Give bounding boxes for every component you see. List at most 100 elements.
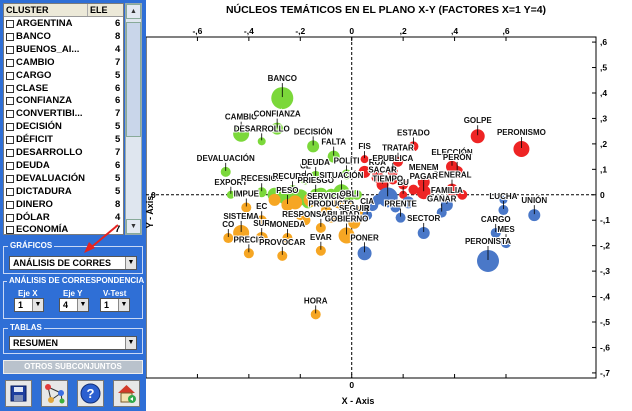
cluster-checkbox[interactable] <box>6 32 14 41</box>
cluster-row[interactable]: CONVERTIBI... 7 <box>4 108 123 120</box>
data-point <box>398 179 409 190</box>
help-button[interactable]: ? <box>77 380 104 407</box>
cluster-row[interactable]: DEUDA 6 <box>4 160 123 172</box>
cluster-name: DECISIÓN <box>16 121 62 133</box>
chevron-down-icon[interactable]: ▼ <box>77 299 88 311</box>
y-tick-label: -,1 <box>600 215 610 225</box>
cluster-checkbox[interactable] <box>6 200 14 209</box>
data-point-label: SITUACIÓN <box>319 171 363 180</box>
cluster-row[interactable]: ARGENTINA 6 <box>4 18 123 30</box>
cluster-checkbox[interactable] <box>6 161 14 170</box>
cluster-row[interactable]: DÓLAR 4 <box>4 212 123 224</box>
data-point <box>393 156 403 167</box>
eje-x-select[interactable]: 1 ▼ <box>14 298 44 312</box>
data-point <box>357 246 372 261</box>
cluster-checkbox[interactable] <box>6 71 14 80</box>
cluster-checkbox[interactable] <box>6 45 14 54</box>
data-point-label: LUCHA <box>489 192 517 201</box>
data-point-label: TRATAR <box>382 144 414 153</box>
cluster-row[interactable]: DICTADURA 5 <box>4 186 123 198</box>
vtest-select[interactable]: 1 ▼ <box>100 298 130 312</box>
cluster-row[interactable]: DÉFICIT 5 <box>4 134 123 146</box>
data-point <box>303 192 318 207</box>
network-button[interactable] <box>41 380 68 407</box>
cluster-count: 7 <box>115 147 121 158</box>
cluster-row[interactable]: DEVALUACIÓN 5 <box>4 173 123 185</box>
cluster-name: DEVALUACIÓN <box>16 172 85 184</box>
cluster-checkbox[interactable] <box>6 149 14 157</box>
cluster-list[interactable]: CLUSTER ELE ARGENTINA 6 BANCO 8 BUENOS_AI...… <box>3 3 124 235</box>
cluster-count: 5 <box>115 172 121 184</box>
cluster-checkbox[interactable] <box>6 136 14 145</box>
data-point-label: MENEM <box>409 163 439 172</box>
column-header-cluster[interactable]: CLUSTER <box>4 4 88 16</box>
cluster-row[interactable]: DINERO 8 <box>4 199 123 211</box>
cluster-checkbox[interactable] <box>6 174 14 183</box>
data-point-label: SACAR <box>368 166 397 175</box>
scroll-up-icon[interactable]: ▲ <box>126 4 141 19</box>
y-tick-label: ,2 <box>600 139 607 149</box>
cluster-checkbox[interactable] <box>6 213 14 222</box>
x-tick-label: -,4 <box>244 26 254 36</box>
data-point <box>387 174 398 185</box>
eje-y-value: 4 <box>63 300 69 310</box>
cluster-count: 8 <box>115 30 121 42</box>
chevron-down-icon[interactable]: ▼ <box>118 299 129 311</box>
cluster-row[interactable]: CARGO 5 <box>4 70 123 82</box>
cluster-checkbox[interactable] <box>6 20 14 28</box>
cluster-row[interactable]: CAMBIO 7 <box>4 57 123 69</box>
cluster-checkbox[interactable] <box>6 123 14 132</box>
cluster-row[interactable]: CLASE 6 <box>4 83 123 95</box>
cluster-count: 5 <box>115 69 121 81</box>
home-button[interactable] <box>113 380 140 407</box>
data-point <box>277 250 288 261</box>
y-tick-label: -,6 <box>600 342 610 352</box>
data-point-label: POLÍTI <box>334 156 360 165</box>
data-point-label: BU <box>397 178 409 187</box>
scroll-down-icon[interactable]: ▼ <box>126 219 141 234</box>
data-point <box>417 226 430 239</box>
cluster-checkbox[interactable] <box>6 187 14 196</box>
cluster-count: 7 <box>115 108 121 120</box>
eje-y-select[interactable]: 4 ▼ <box>59 298 89 312</box>
cluster-row[interactable]: DECISIÓN 5 <box>4 121 123 133</box>
cluster-list-scrollbar[interactable]: ▲ ▼ <box>125 3 142 235</box>
data-point-label: DESARROLLO <box>234 124 290 133</box>
data-point-label: SECTOR <box>407 214 440 223</box>
data-point-label: DEVALUACIÓN <box>197 154 255 163</box>
data-point <box>513 140 530 157</box>
data-point-label: FALTA <box>321 138 346 147</box>
cluster-row[interactable]: DESARROLLO 7 <box>4 147 123 159</box>
data-point-label: PAGAR <box>410 172 439 181</box>
cluster-row[interactable]: ECONOMÍA 7 <box>4 224 123 235</box>
cluster-count: 6 <box>115 82 121 94</box>
data-point-label: HORA <box>304 296 328 305</box>
save-button[interactable] <box>5 380 32 407</box>
column-header-ele[interactable]: ELE <box>90 5 108 15</box>
cluster-checkbox[interactable] <box>6 226 14 234</box>
data-point-label: DECISIÓN <box>294 127 333 136</box>
scroll-thumb[interactable] <box>126 22 141 137</box>
data-point-label: PERONISMO <box>497 128 546 137</box>
cluster-checkbox[interactable] <box>6 97 14 106</box>
cluster-count: 7 <box>115 224 121 235</box>
otros-subconjuntos-button[interactable]: OTROS SUBCONJUNTOS <box>3 360 143 374</box>
data-point <box>243 248 254 259</box>
cluster-checkbox[interactable] <box>6 84 14 93</box>
cluster-row[interactable]: CONFIANZA 6 <box>4 95 123 107</box>
cluster-count: 6 <box>115 95 121 107</box>
chevron-down-icon[interactable]: ▼ <box>125 257 136 269</box>
help-icon: ? <box>80 383 101 404</box>
cluster-row[interactable]: BANCO 8 <box>4 31 123 43</box>
y-tick-label: -,4 <box>600 292 610 302</box>
cluster-checkbox[interactable] <box>6 58 14 67</box>
data-point <box>377 187 398 208</box>
cluster-checkbox[interactable] <box>6 110 14 119</box>
data-point <box>271 87 294 110</box>
chevron-down-icon[interactable]: ▼ <box>125 337 136 349</box>
chevron-down-icon[interactable]: ▼ <box>32 299 43 311</box>
graficos-select[interactable]: ANÁLISIS DE CORRES ▼ <box>9 256 137 270</box>
cluster-row[interactable]: BUENOS_AI... 4 <box>4 44 123 56</box>
x-tick-label: 0 <box>349 26 354 36</box>
tablas-select[interactable]: RESUMEN ▼ <box>9 336 137 350</box>
